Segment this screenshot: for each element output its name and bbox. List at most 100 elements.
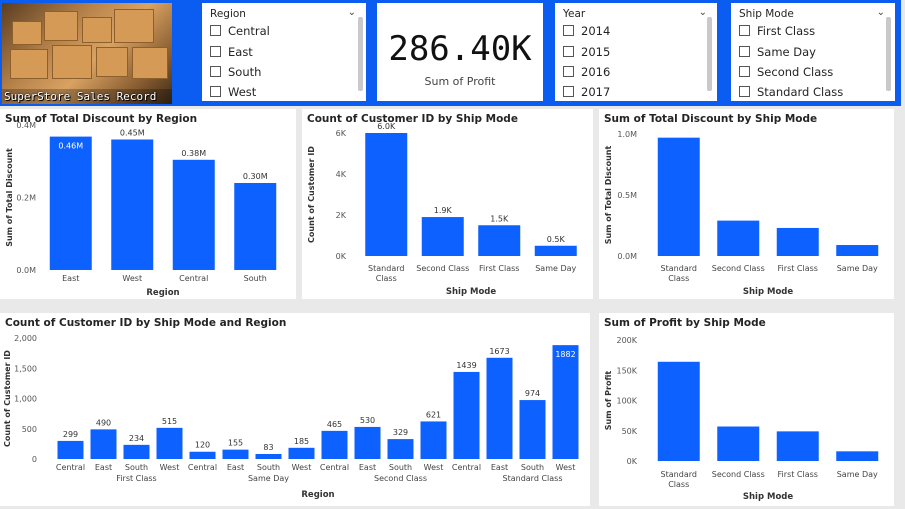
- region-option[interactable]: East: [210, 45, 253, 61]
- y-tick-label: 0K: [336, 252, 347, 261]
- year-option[interactable]: 2015: [563, 45, 610, 61]
- bar: [534, 245, 577, 256]
- chart-card-discount-shipmode: Sum of Total Discount by Ship Mode 0.0M 0…: [599, 109, 894, 299]
- chart-card-profit-shipmode: Sum of Profit by Ship Mode 0K 50K 100K 150K…: [599, 313, 894, 506]
- x-tick-label: East: [62, 274, 79, 283]
- shipmode-option[interactable]: Second Class: [739, 65, 833, 81]
- chart-discount-by-shipmode: 0.0M 0.5M 1.0M Sum of Total Discount Standar…: [604, 130, 879, 297]
- bar: [57, 440, 84, 459]
- checkbox-icon[interactable]: [739, 25, 750, 36]
- checkbox-icon[interactable]: [210, 46, 221, 57]
- bar: [111, 139, 154, 270]
- x-tick-label: West: [292, 463, 312, 472]
- profit-kpi-card: 286.40K Sum of Profit: [377, 3, 543, 101]
- checkbox-icon[interactable]: [563, 66, 574, 77]
- x-tick-label: Second Class: [712, 470, 765, 479]
- data-label: 0.46M: [58, 142, 83, 151]
- region-option[interactable]: Central: [210, 24, 270, 40]
- x-tick-label: Class: [668, 274, 689, 283]
- region-option[interactable]: South: [210, 65, 261, 81]
- data-label: 490: [96, 418, 111, 427]
- data-label: 83: [263, 443, 273, 452]
- data-label: 0.45M: [120, 129, 145, 138]
- bar: [421, 217, 464, 256]
- x-tick-label: Second Class: [416, 264, 469, 273]
- y-axis-title: Sum of Profit: [604, 371, 613, 431]
- checkbox-icon[interactable]: [739, 46, 750, 57]
- bar: [836, 451, 879, 461]
- data-label: 1673: [489, 347, 509, 356]
- chevron-down-icon[interactable]: ⌄: [347, 7, 356, 18]
- scrollbar[interactable]: [358, 17, 363, 91]
- x-axis-title: Ship Mode: [743, 492, 794, 502]
- scrollbar[interactable]: [886, 17, 891, 91]
- y-tick-label: 0K: [627, 457, 638, 466]
- year-option[interactable]: 2016: [563, 65, 610, 81]
- chart-profit-by-shipmode: 0K 50K 100K 150K 200K Sum of Profit StandardCl…: [604, 336, 879, 502]
- y-tick-label: 0.5M: [617, 191, 637, 200]
- x-tick-label: South: [521, 463, 544, 472]
- y-tick-label: 2K: [336, 211, 347, 220]
- checkbox-icon[interactable]: [739, 86, 750, 97]
- chart-card-discount-region: Sum of Total Discount by Region 0.0M 0.2M…: [0, 109, 296, 299]
- year-option[interactable]: 2017: [563, 85, 610, 101]
- chevron-down-icon[interactable]: ⌄: [876, 7, 885, 18]
- bar: [776, 227, 819, 256]
- region-option[interactable]: West: [210, 85, 256, 101]
- data-label: 1882: [555, 350, 575, 359]
- checkbox-icon[interactable]: [739, 66, 750, 77]
- bar: [486, 357, 513, 459]
- scrollbar[interactable]: [707, 17, 712, 91]
- bar: [717, 220, 760, 256]
- data-label: 155: [228, 439, 243, 448]
- checkbox-icon[interactable]: [563, 86, 574, 97]
- bar: [354, 426, 381, 459]
- data-label: 120: [195, 441, 210, 450]
- bar: [234, 183, 277, 270]
- bar: [90, 429, 117, 459]
- checkbox-icon[interactable]: [210, 25, 221, 36]
- year-option[interactable]: 2014: [563, 24, 610, 40]
- chart-title: Sum of Total Discount by Region: [5, 113, 198, 125]
- bar: [717, 426, 760, 461]
- checkbox-icon[interactable]: [563, 46, 574, 57]
- x-tick-label: Standard: [368, 264, 404, 273]
- chevron-down-icon[interactable]: ⌄: [698, 7, 707, 18]
- region-slicer-title: Region: [210, 8, 246, 20]
- x-tick-label: Same Day: [837, 470, 878, 479]
- y-tick-label: 1,000: [14, 395, 37, 404]
- x-tick-label: West: [122, 274, 142, 283]
- data-label: 0.30M: [243, 172, 268, 181]
- kpi-value: 286.40K: [388, 29, 532, 69]
- x-tick-label: South: [244, 274, 267, 283]
- y-tick-label: 2,000: [14, 334, 37, 343]
- checkbox-icon[interactable]: [563, 25, 574, 36]
- shipmode-option[interactable]: Same Day: [739, 45, 816, 61]
- x-tick-label: Central: [320, 463, 349, 472]
- shipmode-option[interactable]: Standard Class: [739, 85, 843, 101]
- year-slicer[interactable]: Year ⌄ 2014 2015 2016 2017: [555, 3, 717, 101]
- checkbox-icon[interactable]: [210, 66, 221, 77]
- y-tick-label: 0.0M: [617, 252, 637, 261]
- x-axis-title: Region: [301, 490, 334, 500]
- x-tick-label: Standard: [661, 264, 697, 273]
- group-label: First Class: [116, 474, 156, 483]
- bar: [156, 427, 183, 459]
- x-tick-label: Standard: [661, 470, 697, 479]
- x-tick-label: Central: [188, 463, 217, 472]
- bar: [657, 361, 700, 461]
- region-slicer[interactable]: Region ⌄ Central East South West: [202, 3, 366, 101]
- shipmode-slicer[interactable]: Ship Mode ⌄ First Class Same Day Second …: [731, 3, 895, 101]
- x-axis-title: Ship Mode: [446, 287, 497, 297]
- x-tick-label: East: [359, 463, 376, 472]
- logo-caption: SuperStore Sales Record: [2, 89, 172, 104]
- chart-title: Sum of Profit by Ship Mode: [604, 317, 766, 329]
- data-label: 234: [129, 434, 144, 443]
- chart-card-customers-shipmode: Count of Customer ID by Ship Mode 0K 2K 4K…: [302, 109, 593, 299]
- checkbox-icon[interactable]: [210, 86, 221, 97]
- shipmode-option[interactable]: First Class: [739, 24, 815, 40]
- data-label: 1.9K: [434, 206, 453, 215]
- x-tick-label: Same Day: [837, 264, 878, 273]
- y-axis-title: Count of Customer ID: [3, 350, 12, 447]
